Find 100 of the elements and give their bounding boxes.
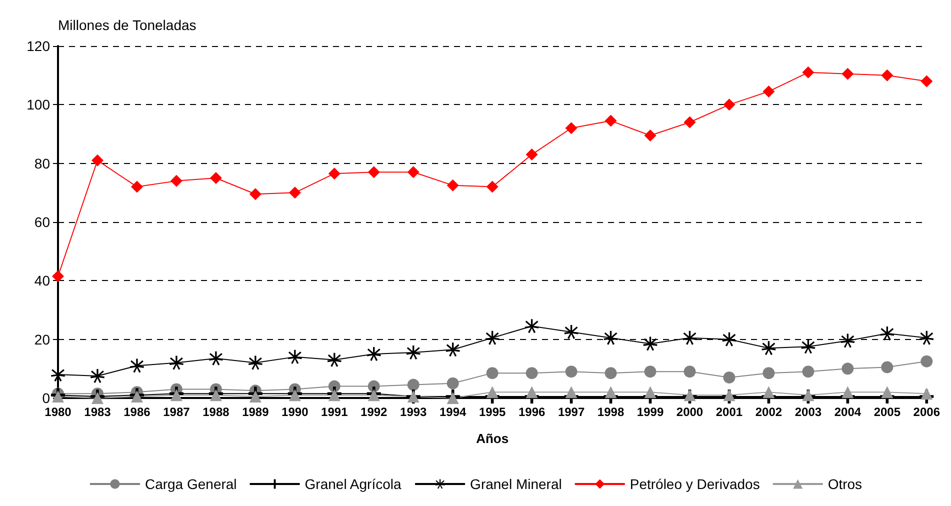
point	[565, 366, 578, 378]
x-tick-label: 1991	[321, 405, 348, 419]
point	[406, 346, 420, 360]
point	[52, 270, 64, 282]
point	[762, 386, 775, 398]
point	[169, 356, 184, 370]
x-tick-label: 1990	[282, 405, 309, 419]
point	[51, 368, 65, 382]
x-tick-label: 1993	[400, 405, 428, 419]
y-tick-label: 100	[26, 96, 50, 113]
point	[170, 174, 182, 187]
point	[407, 378, 420, 391]
point	[288, 389, 301, 402]
point	[446, 392, 459, 404]
point	[565, 122, 578, 134]
point	[880, 326, 894, 340]
x-tick-label: 2000	[676, 405, 704, 419]
point	[604, 367, 617, 380]
point	[91, 154, 104, 166]
point	[723, 371, 736, 384]
point	[526, 386, 538, 398]
x-tick-label: 1998	[597, 405, 624, 419]
point	[446, 179, 459, 192]
legend-label: Petróleo y Derivados	[630, 476, 760, 492]
x-tick-label: 1987	[163, 405, 190, 419]
point	[446, 342, 460, 357]
point	[526, 148, 538, 161]
point	[684, 366, 696, 378]
point	[684, 116, 696, 128]
point	[644, 366, 656, 378]
point	[842, 362, 854, 375]
point	[840, 334, 855, 348]
point	[288, 186, 301, 199]
point	[682, 330, 697, 345]
point	[723, 389, 736, 402]
point	[407, 166, 420, 178]
legend-label: Carga General	[144, 476, 237, 492]
point	[130, 180, 143, 193]
point	[565, 386, 578, 398]
point	[368, 389, 380, 402]
x-tick-label: 2003	[794, 405, 822, 419]
y-tick-label: 60	[34, 214, 50, 230]
x-tick-label: 1988	[202, 405, 230, 419]
point	[802, 366, 814, 378]
point	[644, 129, 656, 142]
point	[881, 69, 894, 82]
point	[604, 114, 617, 127]
point	[328, 168, 340, 180]
point	[920, 388, 933, 400]
point	[485, 330, 500, 345]
point	[208, 351, 223, 366]
point	[327, 352, 342, 367]
x-tick-label: 2002	[755, 405, 782, 419]
point	[524, 319, 539, 334]
point	[130, 358, 144, 373]
point	[604, 386, 617, 398]
point	[762, 341, 776, 356]
y-axis-title: Millones de Toneladas	[58, 17, 196, 33]
point	[920, 330, 934, 345]
point	[249, 188, 262, 200]
point	[722, 332, 736, 346]
x-tick-label: 1980	[44, 405, 72, 419]
point	[526, 367, 538, 380]
point	[644, 386, 656, 398]
x-tick-label: 2001	[716, 405, 743, 419]
point	[248, 356, 262, 370]
point	[288, 350, 302, 364]
x-tick-label: 2004	[834, 405, 862, 419]
x-tick-label: 1986	[124, 405, 151, 419]
point	[564, 325, 578, 339]
x-tick-label: 1992	[360, 405, 388, 419]
legend-label: Granel Mineral	[470, 476, 562, 492]
x-axis-title: Años	[476, 431, 509, 446]
x-tick-label: 1996	[518, 405, 546, 419]
legend-label: Otros	[828, 476, 862, 492]
point	[920, 355, 933, 368]
x-tick-label: 1989	[242, 405, 270, 419]
point	[91, 392, 104, 404]
point	[723, 98, 736, 111]
point	[881, 386, 894, 398]
point	[328, 389, 340, 402]
point	[802, 66, 814, 78]
point	[210, 389, 222, 402]
point	[130, 390, 143, 403]
x-tick-label: 2006	[913, 405, 940, 419]
point	[920, 75, 933, 88]
y-tick-label: 0	[42, 390, 50, 406]
point	[762, 85, 775, 98]
point	[684, 389, 696, 402]
y-tick-label: 20	[34, 331, 50, 348]
x-tick-label: 1997	[558, 405, 585, 419]
y-tick-label: 120	[26, 38, 50, 54]
point	[486, 386, 498, 398]
point	[604, 330, 618, 345]
point	[486, 367, 498, 380]
x-tick-label: 2005	[874, 405, 901, 419]
y-tick-label: 80	[34, 155, 50, 172]
x-tick-label: 1983	[84, 405, 112, 419]
legend-label: Granel Agrícola	[304, 476, 402, 492]
point	[802, 389, 814, 402]
